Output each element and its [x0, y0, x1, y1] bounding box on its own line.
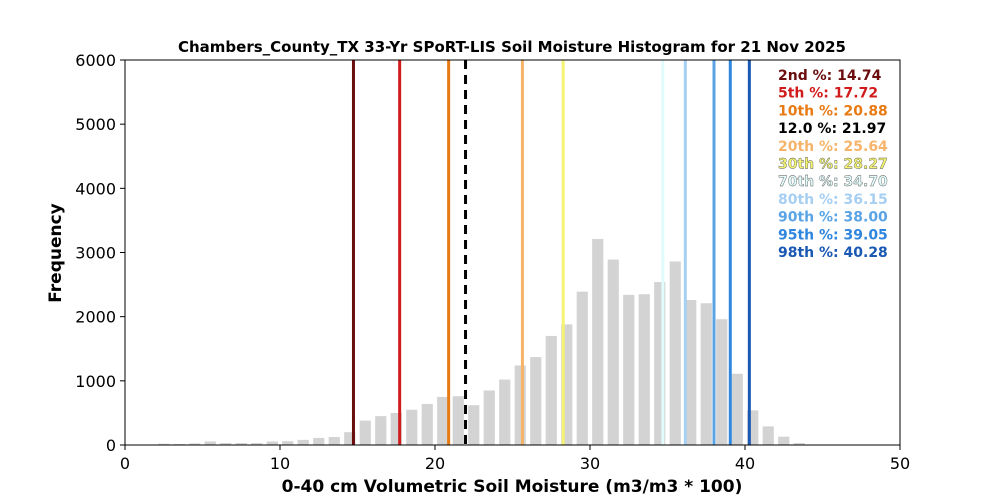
legend-entry: 10th %: 20.88: [778, 103, 888, 119]
chart-title: Chambers_County_TX 33-Yr SPoRT-LIS Soil …: [178, 38, 846, 56]
histogram-bar: [576, 291, 588, 445]
histogram-bar: [530, 357, 542, 445]
histogram-bar: [235, 443, 247, 445]
y-tick-label: 4000: [75, 179, 116, 198]
histogram-bar: [359, 420, 371, 445]
x-tick-label: 30: [580, 454, 600, 473]
histogram-bar: [623, 294, 635, 445]
histogram-bar: [390, 412, 402, 445]
x-axis-ticks: 0 10 20 30 40 50: [120, 445, 910, 473]
legend-entry: 5th %: 17.72: [778, 86, 878, 102]
x-axis-title: 0-40 cm Volumetric Soil Moisture (m3/m3 …: [282, 477, 743, 497]
histogram-bar: [266, 441, 278, 445]
histogram-bar: [716, 319, 728, 445]
histogram-bar: [375, 416, 387, 445]
histogram-bar: [747, 410, 759, 445]
histogram-bar: [778, 436, 790, 445]
y-tick-label: 5000: [75, 115, 116, 134]
histogram-bar: [204, 441, 216, 445]
histogram-bar: [328, 436, 340, 445]
histogram-bar: [297, 439, 309, 445]
y-tick-label: 2000: [75, 308, 116, 327]
x-tick-label: 50: [890, 454, 910, 473]
histogram-bar: [158, 443, 170, 445]
histogram-bar: [700, 303, 712, 445]
histogram-bar: [638, 294, 650, 445]
histogram-bar: [685, 299, 697, 445]
histogram-bar: [468, 405, 480, 445]
x-tick-label: 40: [735, 454, 755, 473]
histogram-bar: [452, 396, 464, 445]
x-tick-label: 0: [120, 454, 130, 473]
histogram-bar: [483, 390, 495, 445]
percentile-lines-layer: [351, 60, 751, 445]
histogram-bar: [592, 239, 604, 445]
bars-layer: [158, 239, 805, 445]
histogram-bar: [607, 259, 619, 445]
y-tick-label: 1000: [75, 372, 116, 391]
x-tick-label: 10: [270, 454, 290, 473]
legend-entry: 80th %: 36.15: [778, 192, 888, 208]
histogram-bar: [344, 432, 356, 445]
y-tick-label: 0: [106, 436, 116, 455]
legend-entry: 90th %: 38.00: [778, 210, 888, 226]
histogram-bar: [669, 261, 681, 445]
legend-entry: 95th %: 39.05: [778, 227, 888, 243]
histogram-bar: [406, 409, 418, 445]
legend-entry: 2nd %: 14.74: [778, 68, 882, 84]
histogram-bar: [514, 365, 526, 445]
y-axis-ticks: 0 1000 2000 3000 4000 5000 6000: [75, 51, 125, 455]
y-axis-title: Frequency: [46, 203, 66, 303]
histogram-bar: [499, 379, 511, 445]
legend-entry: 20th %: 25.64: [778, 139, 888, 155]
histogram-bar: [421, 403, 433, 445]
legend-entry: 12.0 %: 21.97: [778, 121, 886, 137]
histogram-bar: [437, 396, 449, 445]
y-tick-label: 3000: [75, 244, 116, 263]
histogram-bar: [251, 443, 263, 445]
histogram-bar: [654, 282, 666, 445]
histogram-bar: [561, 324, 573, 445]
histogram-bar: [220, 443, 232, 445]
histogram-bar: [762, 426, 774, 445]
histogram-bar: [731, 373, 743, 445]
x-tick-label: 20: [425, 454, 445, 473]
legend-entry: 98th %: 40.28: [778, 245, 888, 261]
histogram-bar: [189, 443, 201, 445]
legend-entry: 70th %: 34.70: [778, 174, 888, 190]
y-tick-label: 6000: [75, 51, 116, 70]
histogram-bar: [313, 437, 325, 445]
histogram-bar: [545, 335, 557, 445]
legend-entry: 30th %: 28.27: [778, 157, 888, 173]
histogram-bar: [793, 443, 805, 445]
histogram-bar: [282, 441, 294, 445]
